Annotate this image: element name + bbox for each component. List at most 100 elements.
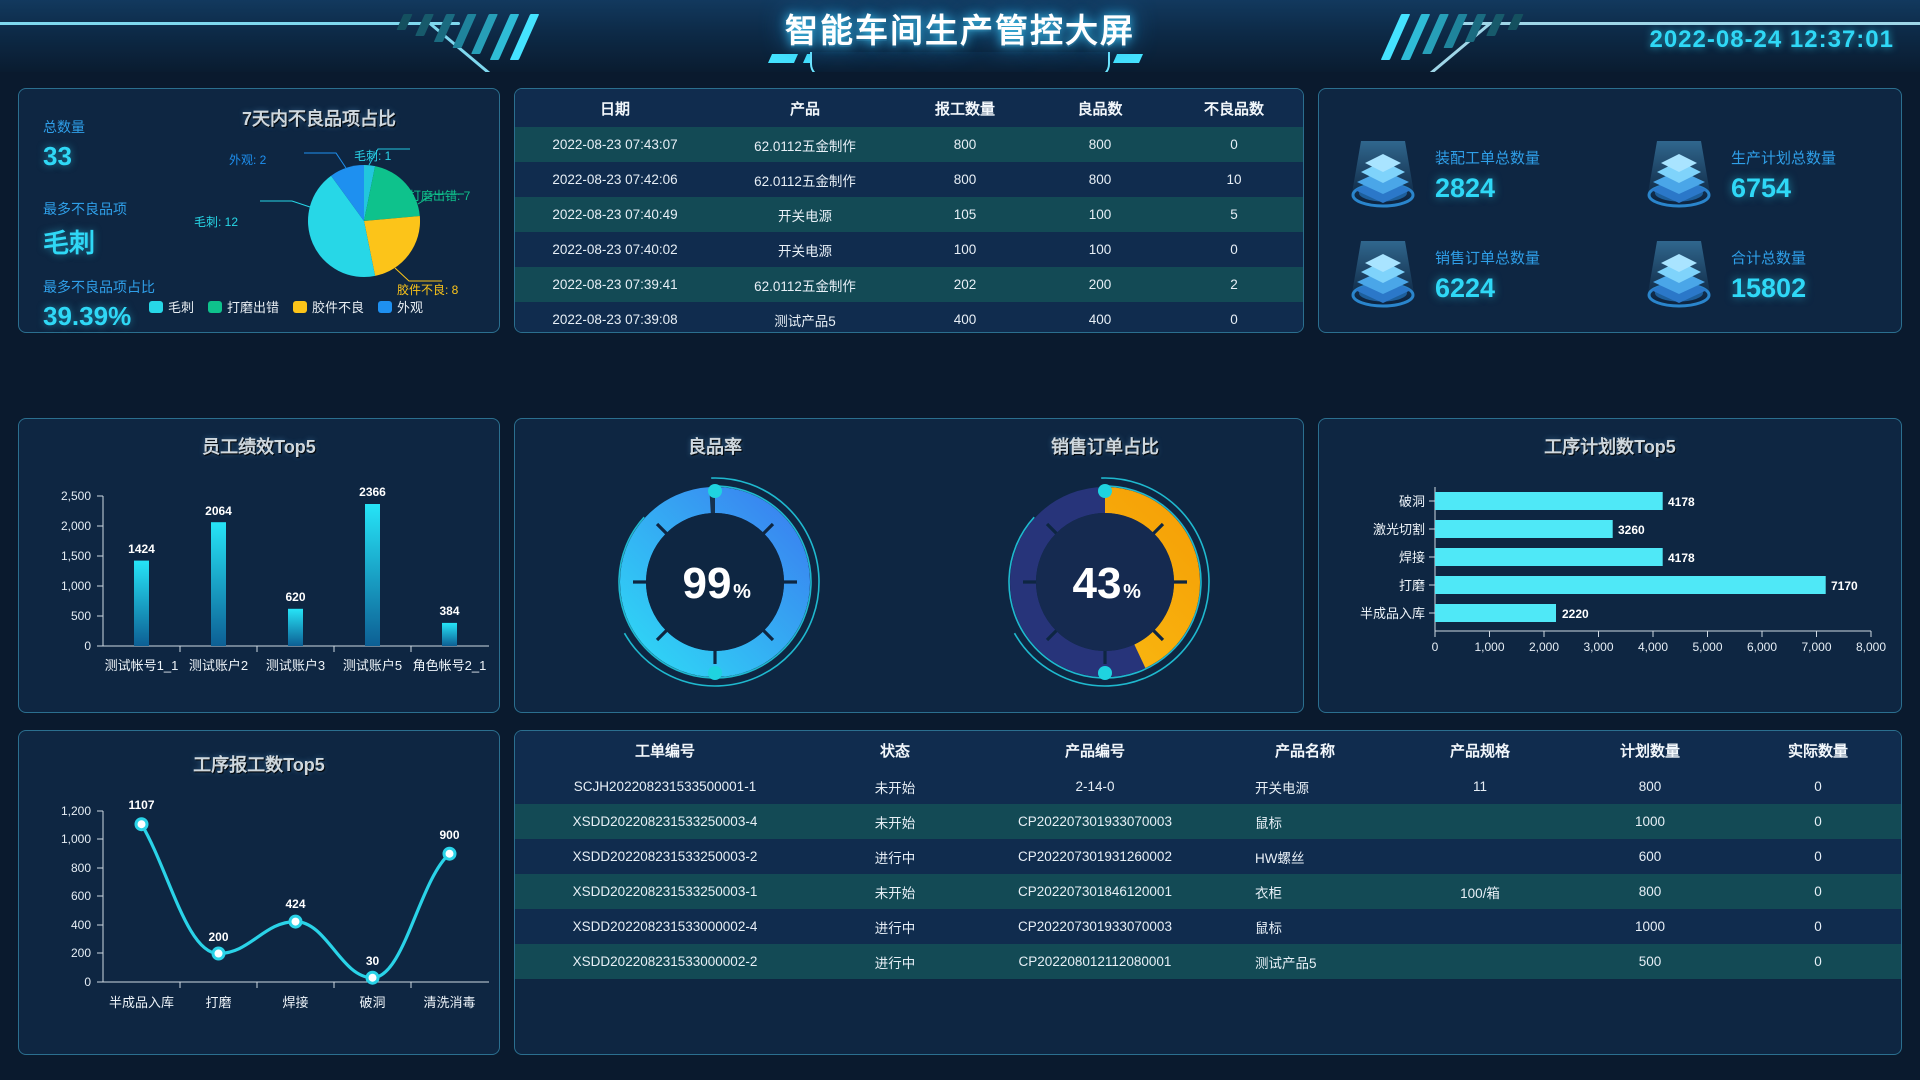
cell-reported: 400 (895, 302, 1035, 332)
order-col-actual-qty: 实际数量 (1735, 731, 1901, 769)
svg-text:800: 800 (71, 861, 91, 875)
cell-product-name: 鼠标 (1215, 804, 1395, 839)
svg-text:30: 30 (366, 954, 380, 968)
gauge-sales-ratio: 43 % (1000, 477, 1210, 687)
cell-product-no: 2-14-0 (975, 769, 1215, 804)
table-row[interactable]: XSDD202208231533000002-4 进行中 CP202207301… (515, 909, 1901, 944)
svg-text:400: 400 (71, 918, 91, 932)
cell-bad: 0 (1165, 232, 1303, 267)
cell-product-name: 开关电源 (1215, 769, 1395, 804)
svg-text:测试账户5: 测试账户5 (343, 658, 402, 673)
cell-date: 2022-08-23 07:42:06 (515, 162, 715, 197)
cell-bad: 0 (1165, 127, 1303, 162)
gauge-good-rate: 99 % (610, 477, 820, 687)
cell-actual-qty: 0 (1735, 874, 1901, 909)
legend-item-glue[interactable]: 胶件不良 (293, 297, 364, 316)
page-title-wrap: 智能车间生产管控大屏 (0, 4, 1920, 52)
cell-reported: 800 (895, 162, 1035, 197)
cell-order-no: SCJH202208231533500001-1 (515, 769, 815, 804)
cell-order-no: XSDD202208231533250003-4 (515, 804, 815, 839)
svg-text:角色帐号2_1: 角色帐号2_1 (413, 658, 487, 673)
cell-product: 62.0112五金制作 (715, 267, 895, 302)
table-row[interactable]: 2022-08-23 07:39:08 测试产品5 400 400 0 (515, 302, 1303, 332)
svg-text:半成品入库: 半成品入库 (1360, 606, 1425, 621)
svg-text:破洞: 破洞 (359, 995, 385, 1010)
svg-text:6,000: 6,000 (1747, 640, 1777, 654)
svg-text:%: % (1123, 581, 1141, 603)
cell-plan-qty: 1000 (1565, 909, 1735, 944)
legend-swatch-icon (293, 300, 308, 313)
cell-reported: 800 (895, 127, 1035, 162)
stat-card-production-plan[interactable]: 生产计划总数量 6754 (1637, 137, 1836, 213)
svg-text:0: 0 (1432, 640, 1439, 654)
layers-icon (1637, 237, 1721, 313)
cell-product: 62.0112五金制作 (715, 162, 895, 197)
page-title: 智能车间生产管控大屏 (785, 12, 1135, 49)
svg-text:424: 424 (285, 897, 305, 911)
cell-good: 100 (1035, 232, 1165, 267)
cell-status: 进行中 (815, 909, 975, 944)
svg-text:7170: 7170 (1831, 579, 1858, 593)
panel-defect-ratio: 7天内不良品项占比 总数量 33 最多不良品项 毛刺 最多不良品项占比 39.3… (18, 88, 500, 333)
process-plan-bar-chart: 4178 3260 4178 7170 2220 破洞 激光切割 焊接 打磨 半… (1360, 487, 1886, 654)
gauge-title-sales-ratio: 销售订单占比 (1051, 437, 1159, 457)
header-datetime: 2022-08-24 12:37:01 (1649, 26, 1894, 53)
stat-card-sales-orders[interactable]: 销售订单总数量 6224 (1341, 237, 1540, 313)
legend-item-grind[interactable]: 打磨出错 (208, 297, 279, 316)
table-row[interactable]: XSDD202208231533250003-1 未开始 CP202207301… (515, 874, 1901, 909)
report-col-reported: 报工数量 (895, 89, 1035, 127)
stat-text: 销售订单总数量 6224 (1435, 247, 1540, 304)
svg-text:3,000: 3,000 (1583, 640, 1613, 654)
table-row[interactable]: 2022-08-23 07:40:49 开关电源 105 100 5 (515, 197, 1303, 232)
svg-text:2220: 2220 (1562, 607, 1589, 621)
table-row[interactable]: 2022-08-23 07:43:07 62.0112五金制作 800 800 … (515, 127, 1303, 162)
svg-text:2,000: 2,000 (61, 519, 91, 533)
svg-text:0: 0 (84, 975, 91, 989)
svg-text:测试帐号1_1: 测试帐号1_1 (105, 658, 179, 673)
pie-label-grind: 打磨出错: 7 (409, 189, 471, 203)
stat-card-total[interactable]: 合计总数量 15802 (1637, 237, 1806, 313)
svg-text:200: 200 (208, 930, 228, 944)
cell-spec (1395, 839, 1565, 874)
legend-item-appearance[interactable]: 外观 (378, 297, 423, 316)
table-row[interactable]: 2022-08-23 07:42:06 62.0112五金制作 800 800 … (515, 162, 1303, 197)
legend-item-burr[interactable]: 毛刺 (149, 297, 194, 316)
table-row[interactable]: 2022-08-23 07:39:41 62.0112五金制作 202 200 … (515, 267, 1303, 302)
svg-text:清洗消毒: 清洗消毒 (423, 995, 475, 1010)
svg-text:打磨: 打磨 (1399, 578, 1425, 593)
cell-product-no: CP202207301846120001 (975, 874, 1215, 909)
table-row[interactable]: XSDD202208231533250003-4 未开始 CP202207301… (515, 804, 1901, 839)
cell-product: 62.0112五金制作 (715, 127, 895, 162)
kpi-top-defect: 最多不良品项 毛刺 (43, 199, 127, 260)
svg-text:半成品入库: 半成品入库 (109, 995, 174, 1010)
table-row[interactable]: SCJH202208231533500001-1 未开始 2-14-0 开关电源… (515, 769, 1901, 804)
cell-reported: 100 (895, 232, 1035, 267)
kpi-top-defect-ratio-value: 39.39% (43, 301, 132, 331)
legend-swatch-icon (149, 300, 163, 313)
pie-label-burr: 毛刺: 12 (194, 215, 239, 229)
cell-status: 进行中 (815, 944, 975, 979)
svg-text:600: 600 (71, 889, 91, 903)
table-row[interactable]: XSDD202208231533250003-2 进行中 CP202207301… (515, 839, 1901, 874)
process-report-line-chart: 1,200 1,000 800 600 400 200 0 (61, 798, 489, 1010)
order-col-spec: 产品规格 (1395, 731, 1565, 769)
cell-product-no: CP202208012112080001 (975, 944, 1215, 979)
cell-product: 开关电源 (715, 197, 895, 232)
layers-icon (1637, 137, 1721, 213)
legend-label: 外观 (397, 300, 424, 315)
cell-spec (1395, 804, 1565, 839)
cell-product-name: 鼠标 (1215, 909, 1395, 944)
cell-spec: 11 (1395, 769, 1565, 804)
table-row[interactable]: 2022-08-23 07:40:02 开关电源 100 100 0 (515, 232, 1303, 267)
svg-text:384: 384 (439, 604, 459, 618)
report-col-good: 良品数 (1035, 89, 1165, 127)
table-row[interactable]: XSDD202208231533000002-2 进行中 CP202208012… (515, 944, 1901, 979)
kpi-total-value: 33 (43, 141, 72, 171)
pie-label-burr-small: 毛刺: 1 (354, 149, 392, 163)
svg-text:900: 900 (439, 828, 459, 842)
cell-plan-qty: 800 (1565, 874, 1735, 909)
stat-card-assembly-orders[interactable]: 装配工单总数量 2824 (1341, 137, 1540, 213)
svg-text:1,000: 1,000 (61, 579, 91, 593)
legend-label: 打磨出错 (227, 300, 280, 315)
cell-status: 未开始 (815, 874, 975, 909)
